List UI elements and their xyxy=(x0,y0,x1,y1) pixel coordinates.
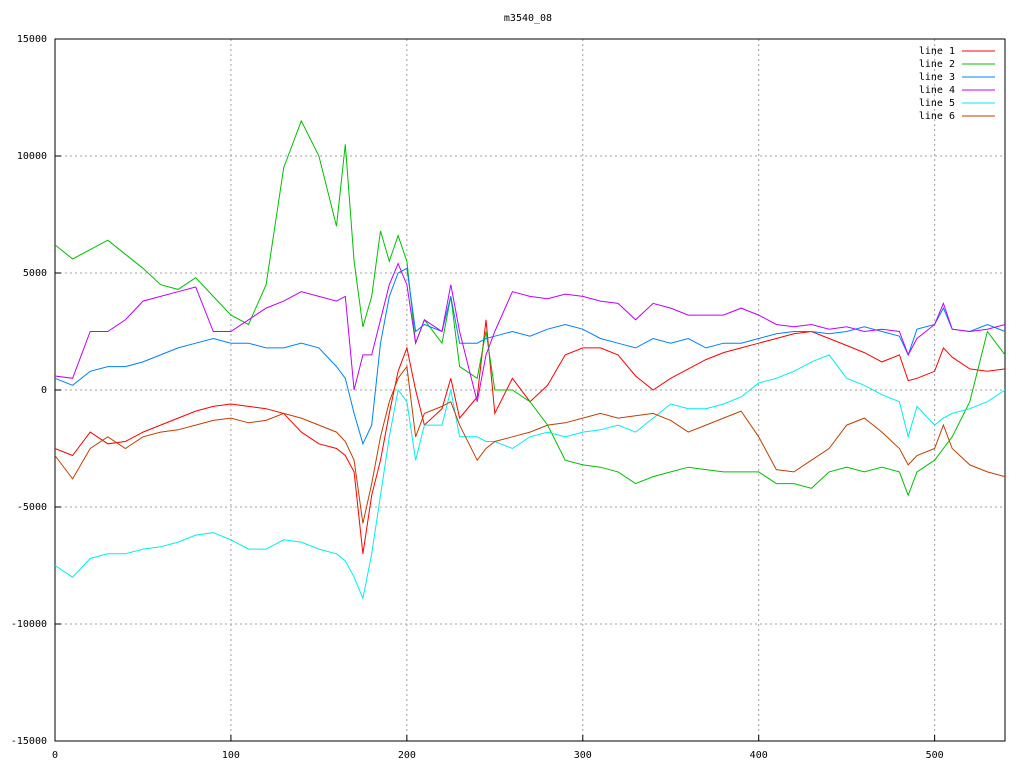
legend-label: line 4 xyxy=(919,85,955,96)
y-tick-label: 15000 xyxy=(17,34,47,45)
y-tick-label: 0 xyxy=(41,385,47,396)
legend-label: line 5 xyxy=(919,98,955,109)
data-line xyxy=(54,262,1006,402)
y-tick-label: 10000 xyxy=(17,151,47,162)
x-tick-label: 200 xyxy=(398,750,416,761)
chart-title: m3540_08 xyxy=(504,13,552,24)
legend-label: line 2 xyxy=(919,59,955,70)
data-line xyxy=(54,365,1006,524)
x-tick-label: 400 xyxy=(750,750,768,761)
x-tick-label: 0 xyxy=(52,750,58,761)
x-tick-label: 100 xyxy=(222,750,240,761)
y-tick-label: 5000 xyxy=(23,268,47,279)
data-line xyxy=(54,319,1006,554)
y-tick-label: -15000 xyxy=(11,736,47,747)
legend-label: line 1 xyxy=(919,46,955,57)
legend-label: line 6 xyxy=(919,111,955,122)
x-tick-label: 300 xyxy=(574,750,592,761)
y-tick-label: -5000 xyxy=(17,502,47,513)
x-tick-label: 500 xyxy=(926,750,944,761)
data-line xyxy=(54,354,1006,601)
y-tick-label: -10000 xyxy=(11,619,47,630)
legend-label: line 3 xyxy=(919,72,955,83)
data-line xyxy=(54,119,1006,497)
